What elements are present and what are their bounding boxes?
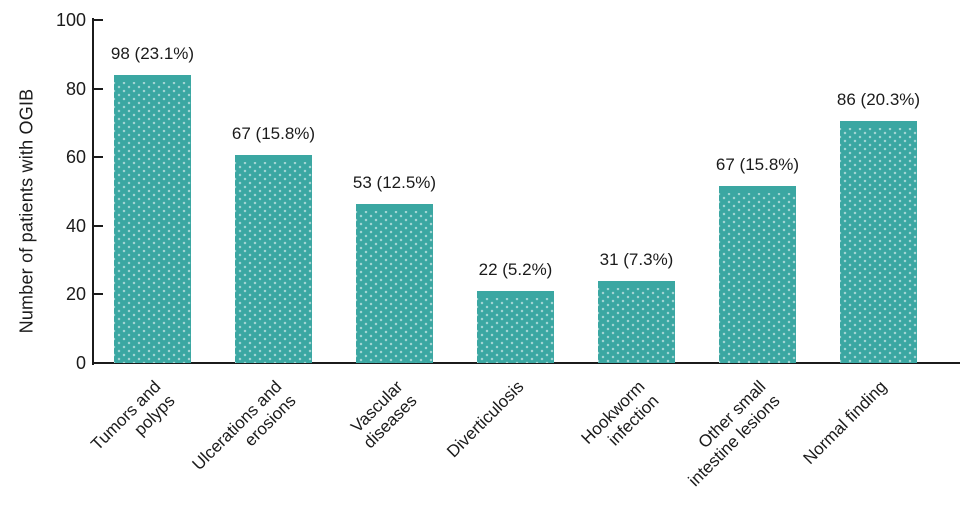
y-tick-label: 60: [65, 147, 86, 168]
bar: [719, 186, 796, 363]
y-axis-tick: [94, 19, 103, 21]
y-tick-label: 40: [65, 215, 86, 236]
bar-value-label: 67 (15.8%): [715, 155, 800, 174]
bar: [477, 291, 554, 363]
y-tick-label: 80: [65, 78, 86, 99]
x-category-label: Tumors and polyps: [2, 377, 179, 505]
bar-value-label: 53 (12.5%): [352, 173, 437, 192]
bar-value-label: 67 (15.8%): [231, 124, 316, 143]
bar-value-label: 86 (20.3%): [836, 90, 921, 109]
bar-value-label: 98 (23.1%): [110, 44, 195, 63]
y-axis-tick: [94, 224, 103, 227]
y-tick-label: 100: [55, 10, 86, 30]
y-tick-label: 20: [65, 284, 86, 305]
y-axis-tick: [94, 293, 103, 296]
y-axis-tick: [94, 156, 103, 159]
y-axis-line: [92, 18, 94, 365]
x-axis-line: [92, 362, 960, 364]
bar: [840, 121, 917, 363]
bar: [114, 75, 191, 363]
y-axis-tick: [94, 87, 103, 90]
bar: [356, 204, 433, 363]
bar: [598, 281, 675, 363]
bar: [235, 155, 312, 363]
bar-value-label: 31 (7.3%): [599, 250, 674, 269]
y-tick-label: 0: [75, 353, 86, 373]
y-axis-tick: [94, 362, 103, 364]
bar-value-label: 22 (5.2%): [478, 260, 553, 279]
